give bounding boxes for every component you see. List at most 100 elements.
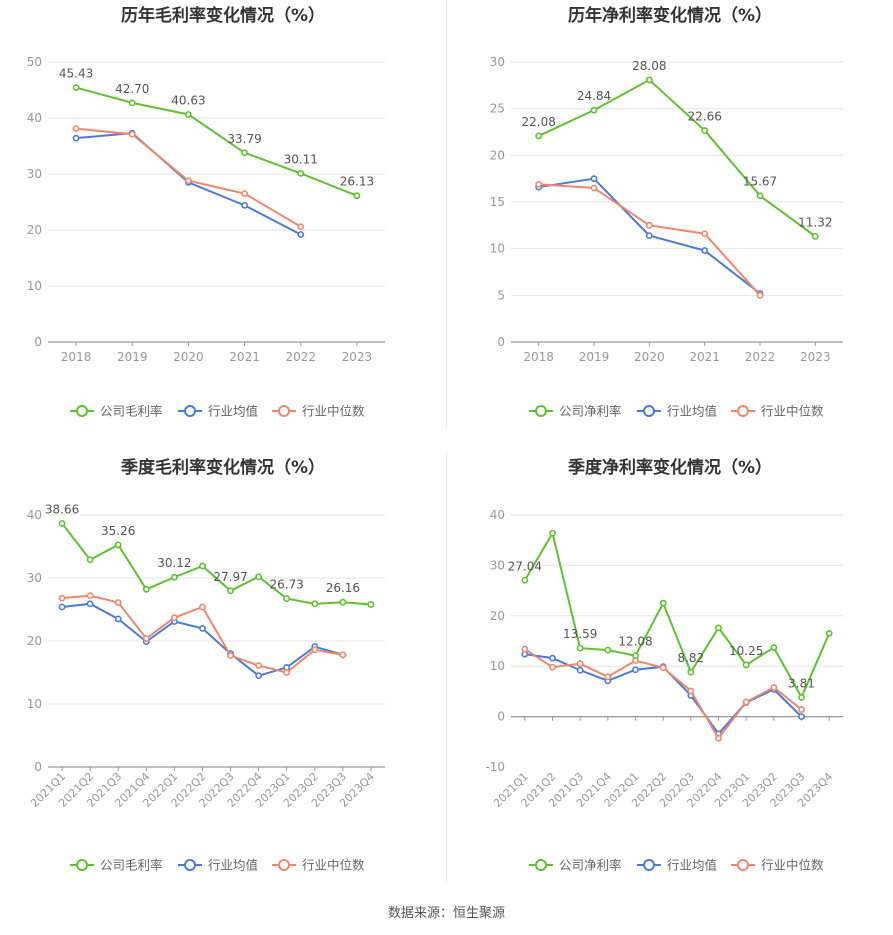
y-tick-label: 30 — [27, 571, 42, 585]
chart-annual-gross-margin: 历年毛利率变化情况（%） 0 10 20 30 40 50 2018 2019 2020 2021 2… — [27, 5, 385, 419]
data-point — [687, 668, 695, 676]
data-point — [170, 573, 178, 581]
data-point — [798, 706, 805, 713]
data-point — [701, 127, 709, 134]
vertical-divider — [446, 452, 447, 882]
legend-swatch-marker — [278, 859, 290, 871]
data-point — [701, 230, 709, 238]
chart-title: 季度净利率变化情况（%） — [568, 457, 772, 478]
chart-quarterly-gross-margin: 季度毛利率变化情况（%）0102030402021Q12021Q22021Q32… — [27, 457, 385, 873]
data-point — [576, 666, 584, 674]
y-tick-label: 30 — [27, 167, 42, 181]
data-point — [58, 594, 66, 602]
data-point — [255, 573, 263, 581]
y-tick-label: 0 — [34, 760, 42, 774]
chart-quarterly-net-margin: 季度净利率变化情况（%）-100102030402021Q12021Q22021… — [485, 457, 843, 873]
data-point — [58, 603, 66, 611]
legend-swatch-marker — [184, 405, 196, 417]
data-point — [86, 556, 94, 564]
data-label: 22.08 — [521, 115, 555, 129]
data-point — [742, 698, 750, 706]
x-tick-label: 2020 — [173, 350, 204, 364]
data-label: 33.79 — [227, 132, 261, 146]
data-label: 26.13 — [340, 175, 374, 189]
data-point — [549, 654, 556, 662]
series-line — [524, 648, 803, 741]
y-tick-label: 20 — [490, 609, 505, 623]
data-point — [114, 541, 122, 549]
series-line — [538, 183, 761, 297]
y-tick-label: 30 — [490, 55, 505, 69]
data-point — [715, 624, 722, 632]
data-label: 35.26 — [101, 524, 135, 538]
x-tick-label: 2022 — [745, 350, 776, 364]
y-tick-label: 30 — [490, 558, 505, 572]
chart-title: 历年净利率变化情况（%） — [568, 5, 772, 26]
data-point — [86, 592, 94, 600]
data-label: 12.08 — [618, 635, 652, 649]
data-point — [185, 177, 192, 185]
data-point — [590, 175, 598, 183]
data-point — [756, 291, 764, 299]
data-point — [590, 106, 598, 114]
data-point — [227, 587, 234, 595]
x-tick-label: 2018 — [523, 350, 554, 364]
legend-label: 行业均值 — [667, 404, 717, 419]
data-point — [72, 134, 80, 142]
data-point — [798, 713, 805, 720]
data-point — [185, 111, 192, 118]
legend-label: 行业中位数 — [302, 858, 365, 873]
series-line — [61, 522, 372, 606]
legend-label: 行业中位数 — [761, 858, 824, 873]
x-tick-label: 2023 — [800, 350, 831, 364]
data-point — [142, 635, 150, 642]
data-label: 28.08 — [632, 59, 666, 73]
y-tick-label: -10 — [485, 760, 505, 774]
y-tick-label: 40 — [27, 111, 42, 125]
x-tick-label: 2021 — [229, 350, 260, 364]
data-point — [645, 232, 653, 239]
series-line — [75, 86, 358, 197]
y-tick-label: 50 — [27, 55, 42, 69]
data-point — [311, 600, 319, 608]
data-point — [645, 221, 653, 229]
x-tick-label: 2019 — [117, 350, 148, 364]
data-point — [535, 180, 543, 188]
data-label: 27.04 — [508, 559, 542, 573]
data-point — [114, 615, 122, 623]
data-label: 3.81 — [788, 676, 815, 690]
data-point — [590, 184, 598, 192]
legend-label: 行业均值 — [208, 404, 258, 419]
data-point — [576, 644, 584, 652]
data-point — [659, 664, 667, 672]
x-tick-label: 2023 — [342, 350, 373, 364]
legend-swatch-marker — [278, 405, 290, 417]
data-label: 40.63 — [171, 93, 205, 107]
y-tick-label: 10 — [490, 659, 505, 673]
data-label: 8.82 — [677, 651, 704, 665]
data-point — [199, 624, 206, 632]
data-point — [604, 646, 612, 654]
data-source-footer: 数据来源：恒生聚源 — [387, 906, 505, 921]
data-point — [742, 661, 750, 669]
chart-title: 历年毛利率变化情况（%） — [121, 5, 325, 26]
data-point — [549, 529, 556, 537]
data-point — [353, 192, 361, 200]
series-line — [61, 602, 344, 677]
data-point — [142, 585, 150, 593]
data-point — [521, 645, 529, 653]
data-point — [367, 601, 375, 608]
data-point — [811, 232, 819, 240]
legend-label: 行业均值 — [208, 858, 258, 873]
data-label: 30.11 — [284, 152, 318, 166]
data-point — [825, 630, 833, 637]
chart-annual-net-margin: 历年净利率变化情况（%） 0 5 10 15 20 25 30 2018 2019 2020 2021… — [490, 5, 843, 419]
legend-swatch-marker — [76, 859, 88, 871]
data-point — [549, 663, 556, 671]
data-point — [255, 672, 263, 680]
y-tick-label: 5 — [497, 288, 505, 302]
series-line — [523, 530, 831, 700]
data-point — [283, 595, 291, 603]
data-point — [632, 652, 639, 660]
data-point — [798, 693, 805, 701]
